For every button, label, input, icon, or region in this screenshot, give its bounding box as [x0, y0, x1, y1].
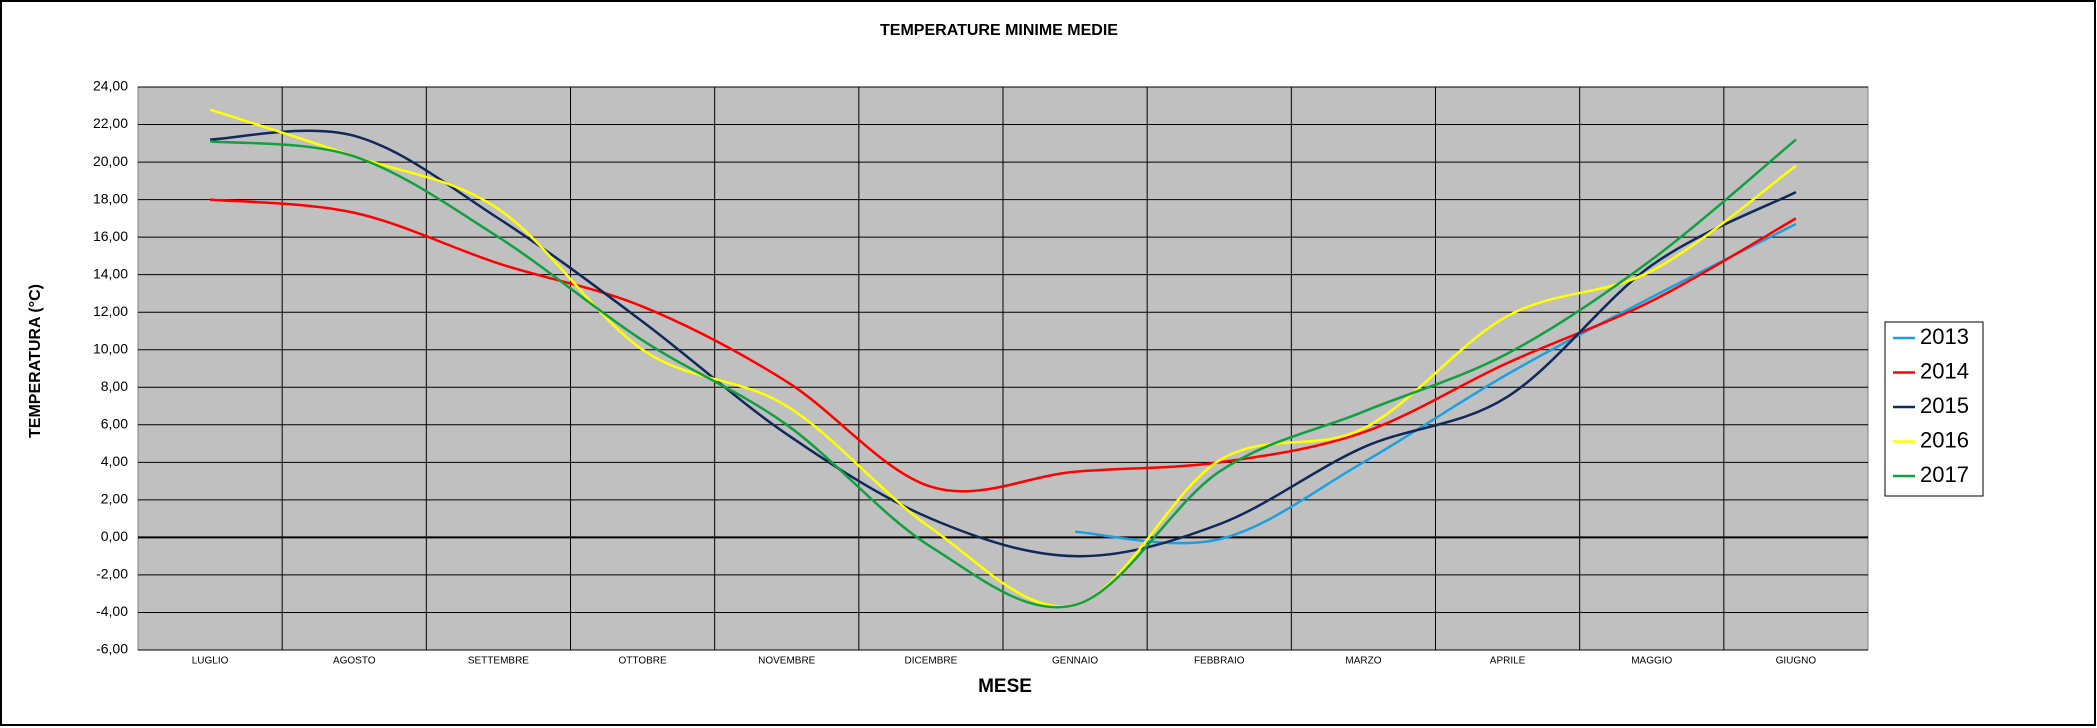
y-tick-label: 18,00 — [93, 190, 128, 206]
x-tick-label: DICEMBRE — [905, 656, 958, 667]
legend-label: 2017 — [1920, 462, 1969, 487]
y-tick-label: -6,00 — [96, 641, 128, 657]
legend-label: 2015 — [1920, 393, 1969, 418]
legend-box — [1884, 321, 1984, 497]
x-tick-label: LUGLIO — [192, 656, 229, 667]
y-tick-label: -4,00 — [96, 603, 128, 619]
series-line — [209, 138, 1797, 609]
y-tick-label: 8,00 — [101, 378, 128, 394]
x-tick-label: OTTOBRE — [619, 656, 667, 667]
x-tick-label: GENNAIO — [1052, 656, 1098, 667]
y-tick-label: 14,00 — [93, 265, 128, 281]
x-tick-label: MARZO — [1345, 656, 1381, 667]
y-tick-label: 16,00 — [93, 228, 128, 244]
x-tick-label: MAGGIO — [1631, 656, 1672, 667]
legend-label: 2016 — [1920, 427, 1969, 452]
y-tick-label: 24,00 — [93, 78, 128, 94]
series-line — [209, 198, 1797, 493]
legend-label: 2013 — [1920, 324, 1969, 349]
x-tick-label: APRILE — [1490, 656, 1526, 667]
x-tick-label: AGOSTO — [333, 656, 376, 667]
y-tick-label: 20,00 — [93, 153, 128, 169]
y-tick-label: 22,00 — [93, 115, 128, 131]
y-axis-title: TEMPERATURA (°C) — [27, 284, 44, 438]
series-line — [209, 108, 1797, 608]
x-tick-label: GIUGNO — [1776, 656, 1817, 667]
y-tick-label: 2,00 — [101, 491, 128, 507]
y-tick-label: -2,00 — [96, 566, 128, 582]
x-tick-label: NOVEMBRE — [758, 656, 816, 667]
x-tick-label: FEBBRAIO — [1194, 656, 1245, 667]
y-tick-label: 4,00 — [101, 453, 128, 469]
legend-label: 2014 — [1920, 358, 1969, 383]
x-axis-title: MESE — [978, 676, 1032, 697]
x-tick-label: SETTEMBRE — [468, 656, 529, 667]
y-tick-label: 10,00 — [93, 340, 128, 356]
series-line — [1075, 222, 1797, 545]
y-tick-label: 6,00 — [101, 416, 128, 432]
y-tick-label: 0,00 — [101, 528, 128, 544]
y-tick-label: 12,00 — [93, 303, 128, 319]
series-line — [210, 129, 1797, 558]
chart-title: TEMPERATURE MINIME MEDIE — [880, 22, 1118, 39]
